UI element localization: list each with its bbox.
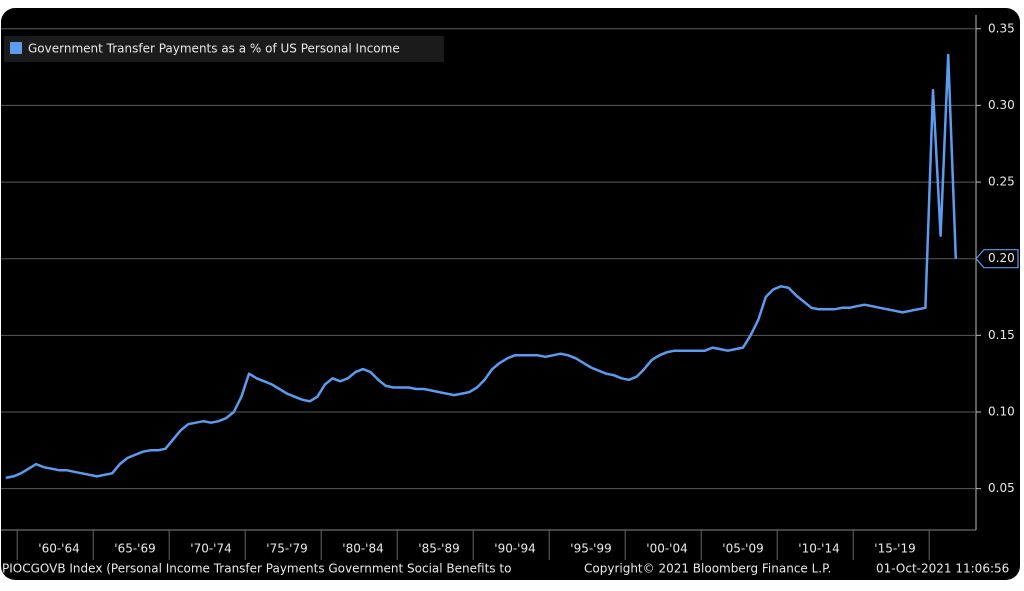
x-tick-label: '80-'84 — [342, 542, 383, 556]
x-tick-label: '05-'09 — [722, 542, 763, 556]
footer-timestamp: 01-Oct-2021 11:06:56 — [876, 562, 1009, 576]
x-tick-label: '90-'94 — [494, 542, 535, 556]
legend-swatch — [10, 42, 22, 54]
x-tick-label: '65-'69 — [114, 542, 155, 556]
x-tick-label: '85-'89 — [418, 542, 459, 556]
y-tick-label: 0.30 — [988, 98, 1015, 112]
plot-layer: 0.05 0.10 0.15 0.20 0.25 0.30 0.35 '60-'64 '65-'… — [1, 15, 1019, 576]
y-tick-label: 0.25 — [988, 175, 1015, 189]
x-tick-label: '60-'64 — [38, 542, 79, 556]
data-line — [5, 53, 958, 480]
x-tick-label: '00-'04 — [646, 542, 687, 556]
legend-box — [4, 36, 444, 62]
current-value-label: 0.20 — [988, 251, 1015, 265]
y-tick-label: 0.35 — [988, 21, 1015, 35]
footer-index: PIOCGOVB Index (Personal Income Transfer… — [2, 562, 511, 576]
x-tick-label: '10-'14 — [798, 542, 839, 556]
x-tick-label: '70-'74 — [190, 542, 231, 556]
x-tick-label: '15-'19 — [874, 542, 915, 556]
chart-background — [1, 8, 1020, 580]
legend-label: Government Transfer Payments as a % of U… — [28, 42, 400, 56]
current-value-badge — [975, 249, 1019, 269]
y-tick-label: 0.05 — [988, 481, 1015, 495]
y-tick-label: 0.10 — [988, 404, 1015, 418]
footer-copyright: Copyright© 2021 Bloomberg Finance L.P. — [584, 562, 831, 576]
x-tick-label: '75-'79 — [266, 542, 307, 556]
y-tick-label: 0.15 — [988, 328, 1015, 342]
x-tick-label: '95-'99 — [570, 542, 611, 556]
